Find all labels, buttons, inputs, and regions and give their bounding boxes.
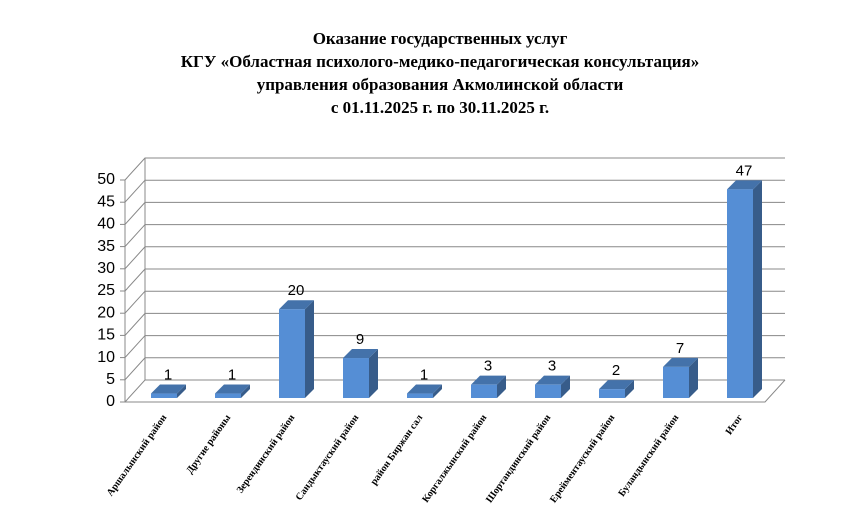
bar-side (689, 357, 698, 398)
y-tick-label: 30 (97, 260, 115, 277)
bar-side (305, 300, 314, 398)
bar-top (279, 300, 314, 310)
x-tick-label: Шортандинский район (484, 413, 553, 506)
bar-top (727, 180, 762, 190)
bar-top (407, 384, 442, 394)
y-tick-label: 15 (97, 327, 115, 344)
value-label: 20 (288, 282, 305, 299)
bar-side (369, 349, 378, 398)
bar-side (433, 384, 442, 398)
bar (535, 384, 561, 398)
x-tick-label: Зерендинский район (235, 413, 298, 496)
chart-title: с 01.11.2025 г. по 30.11.2025 г. (331, 98, 549, 117)
chart-title: КГУ «Областная психолого-медико-педагоги… (181, 52, 700, 71)
x-tick-label: Аршалынский район (105, 413, 170, 499)
value-label: 3 (484, 358, 492, 375)
x-tick-label: Итог (724, 412, 746, 437)
bar-top (599, 380, 634, 390)
x-tick-label: Другие районы (184, 413, 233, 476)
bar (279, 309, 305, 398)
bar-side (177, 384, 186, 398)
bar-top (471, 375, 506, 385)
bar-top (151, 384, 186, 394)
y-tick-label: 35 (97, 238, 115, 255)
bar (215, 393, 241, 398)
grid-line (124, 179, 785, 203)
value-label: 7 (676, 340, 684, 357)
value-label: 47 (736, 162, 753, 179)
bar (599, 389, 625, 398)
bar-group (471, 375, 506, 398)
grid-line (124, 268, 785, 292)
bar-side (561, 375, 570, 398)
bar-group (279, 300, 314, 398)
bar-side (625, 380, 634, 398)
bar-side (753, 180, 762, 398)
value-label: 2 (612, 362, 620, 379)
y-tick-label: 20 (97, 304, 115, 321)
grid-line (124, 224, 785, 247)
bar-top (663, 357, 698, 367)
grid-line (124, 201, 785, 225)
grid-line (124, 379, 785, 403)
bar-group (151, 384, 186, 398)
grid-line (124, 312, 785, 336)
x-tick-label: Сандыктауский район (294, 413, 362, 503)
bar-group (343, 349, 378, 398)
bar-group (535, 375, 570, 398)
chart-title: управления образования Акмолинской облас… (257, 75, 624, 94)
value-label: 1 (164, 367, 172, 384)
y-tick-label: 10 (97, 349, 115, 366)
x-tick-label: район Биржан сал (369, 412, 426, 487)
bar (727, 189, 753, 398)
bar-group (215, 384, 250, 398)
y-tick-label: 40 (97, 216, 115, 233)
grid-line (124, 157, 785, 181)
bar (151, 393, 177, 398)
value-label: 1 (228, 367, 236, 384)
bar-group (727, 180, 762, 398)
bar-group (407, 384, 442, 398)
y-tick-label: 45 (97, 193, 115, 210)
bar-top (343, 349, 378, 359)
y-tick-label: 25 (97, 282, 115, 299)
y-tick-label: 5 (106, 371, 115, 388)
grid-line (124, 290, 785, 314)
grid-line (124, 335, 785, 358)
value-label: 1 (420, 367, 428, 384)
grid-line (124, 357, 785, 381)
x-tick-label: Ерейментауский район (548, 413, 617, 505)
chart-title: Оказание государственных услуг (313, 29, 568, 48)
bar (471, 384, 497, 398)
x-tick-label: Коргалжынский район (420, 413, 489, 505)
bar-side (497, 375, 506, 398)
bar-side (241, 384, 250, 398)
bar-group (663, 357, 698, 398)
bar (343, 358, 369, 398)
bar-top (535, 375, 570, 385)
grid-line (124, 246, 785, 270)
value-label: 3 (548, 358, 556, 375)
bar-group (599, 380, 634, 398)
bar-top (215, 384, 250, 394)
y-tick-label: 50 (97, 171, 115, 188)
value-label: 9 (356, 331, 364, 348)
y-tick-label: 0 (106, 393, 115, 410)
bar (407, 393, 433, 398)
bar (663, 366, 689, 398)
x-tick-label: Буландынский район (616, 413, 681, 499)
